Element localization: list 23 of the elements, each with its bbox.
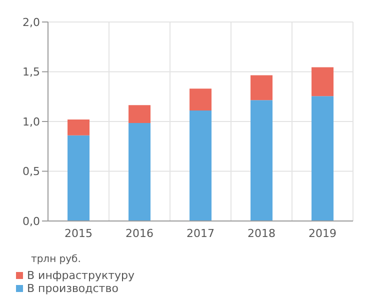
y-axis-title: трлн руб. — [31, 254, 81, 265]
bar — [128, 105, 151, 123]
y-tick-label: 0,5 — [22, 165, 40, 178]
bar — [68, 120, 90, 136]
y-tick-label: 1,5 — [22, 66, 40, 79]
bar — [312, 96, 334, 221]
bar — [128, 122, 151, 221]
bar — [190, 110, 212, 221]
x-tick-label: 2015 — [64, 226, 92, 240]
bar — [190, 88, 212, 111]
legend-label: В инфраструктуру — [27, 269, 135, 282]
legend-label: В производство — [27, 282, 118, 295]
x-tick-label: 2017 — [186, 226, 214, 240]
bar — [68, 135, 90, 221]
bar — [250, 75, 273, 100]
bar — [312, 67, 334, 96]
y-tick-label: 0,0 — [22, 214, 40, 228]
x-tick-label: 2016 — [126, 226, 154, 240]
x-tick-label: 2018 — [248, 226, 276, 240]
y-tick-label: 2,0 — [22, 16, 40, 29]
x-tick-label: 2019 — [308, 226, 336, 240]
bar — [250, 100, 273, 221]
y-tick-label: 1,0 — [22, 115, 40, 128]
